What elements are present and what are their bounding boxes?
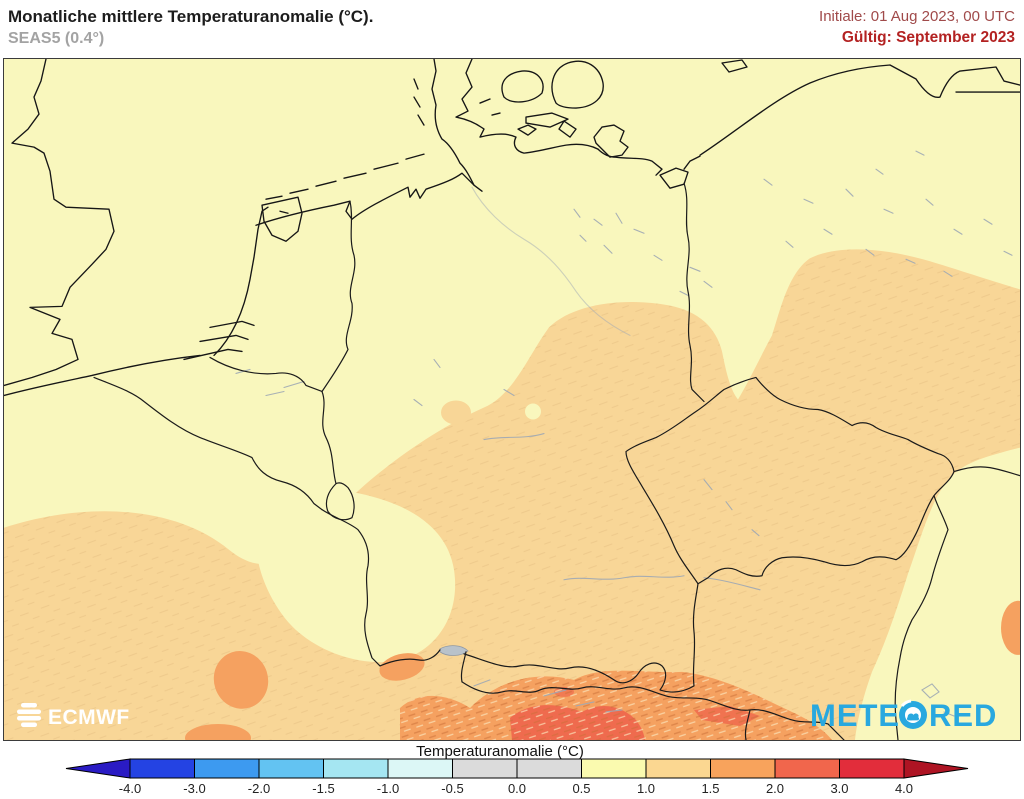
- ijsselmeer: [261, 196, 303, 242]
- island-bornholm: [721, 59, 748, 73]
- border-fr-de: [321, 509, 381, 667]
- colorbar-segment: [194, 758, 260, 779]
- valid-time-label: Gültig: September 2023: [841, 29, 1015, 46]
- coastlines: [4, 59, 1020, 397]
- stettin-lagoon: [659, 155, 701, 189]
- colorbar-segment: [323, 758, 389, 779]
- colorbar-segment: [774, 758, 840, 779]
- coast-jutland-east: [455, 59, 599, 154]
- coast-poland: [699, 64, 1020, 156]
- colorbar-tick-label: 1.5: [701, 781, 719, 796]
- page-title: Monatliche mittlere Temperaturanomalie (…: [8, 7, 374, 26]
- meteored-logo: METE RED: [810, 698, 997, 733]
- colorbar-segment: [387, 758, 453, 779]
- anomaly-blob-east-edge: [1001, 600, 1020, 655]
- map-canvas: ECMWF METE RED: [3, 58, 1021, 741]
- anomaly-blob-france: [213, 651, 269, 709]
- colorbar-tick-label: -0.5: [441, 781, 463, 796]
- border-alps: [461, 681, 829, 725]
- meteored-wordmark-right: RED: [929, 698, 997, 733]
- colorbar-segment: [129, 758, 195, 779]
- colorbar-segment: [516, 758, 582, 779]
- border-nl-de: [321, 200, 356, 393]
- ecmwf-logo: ECMWF: [17, 702, 130, 729]
- colorbar-svg: Temperaturanomalie (°C) -4.0 -3.0 -2.0 -1.5…: [65, 743, 969, 796]
- island-zealand: [551, 60, 604, 109]
- colorbar-tick-label: -4.0: [119, 781, 141, 796]
- meteored-wordmark-left: METE: [810, 698, 900, 733]
- colorbar-tick-label: -2.0: [248, 781, 270, 796]
- colorbar-left-arrow: [65, 758, 131, 779]
- colorbar-tick-label: 0.5: [572, 781, 590, 796]
- colorbar-right-arrow: [903, 758, 969, 779]
- border-czech: [625, 376, 955, 585]
- map-svg: ECMWF METE RED: [4, 59, 1020, 740]
- colorbar-tick-label: -1.0: [377, 781, 399, 796]
- pale-gap-blackforest: [255, 489, 456, 663]
- colorbar-segment: [452, 758, 518, 779]
- colorbar-tick-label: 3.0: [830, 781, 848, 796]
- colorbar-tick-label: -3.0: [183, 781, 205, 796]
- anomaly-blob-basel: [379, 653, 425, 681]
- ecmwf-wordmark: ECMWF: [48, 706, 130, 729]
- anomaly-dot: [441, 400, 471, 425]
- colorbar-area: Temperaturanomalie (°C) -4.0 -3.0 -2.0 -1.5…: [0, 741, 1024, 799]
- header-right: Initiale: 01 Aug 2023, 00 UTC Gültig: Se…: [819, 7, 1015, 48]
- anomaly-field: [4, 59, 1020, 740]
- colorbar-segment: [710, 758, 776, 779]
- ecmwf-icon: [17, 702, 41, 727]
- coast-baltic-de: [597, 148, 663, 176]
- rivers: [235, 150, 1013, 717]
- meteored-o-icon: [899, 699, 927, 729]
- border-de-pl: [683, 182, 705, 403]
- border-nl-be: [209, 356, 323, 393]
- border-pl-sk: [953, 466, 1020, 477]
- border-de-at: [463, 583, 699, 693]
- colorbar-segment: [839, 758, 905, 779]
- coast-german-bight: [255, 172, 483, 226]
- init-time-label: Initiale: 01 Aug 2023, 00 UTC: [819, 8, 1015, 25]
- colorbar-tick-label: 4.0: [895, 781, 913, 796]
- island-fyn: [501, 70, 544, 103]
- lake-constance: [439, 645, 469, 656]
- border-be-de: [321, 390, 337, 485]
- anomaly-blob-bottom: [185, 723, 251, 740]
- colorbar-tick-label: -1.5: [312, 781, 334, 796]
- coast-england: [4, 59, 115, 387]
- border-fr-be: [93, 376, 323, 511]
- colorbar-tick-label: 0.0: [508, 781, 526, 796]
- coast-ruegen: [593, 124, 629, 158]
- colorbar-tick-label: 2.0: [766, 781, 784, 796]
- border-luxembourg: [325, 482, 355, 521]
- header-left: Monatliche mittlere Temperaturanomalie (…: [8, 6, 373, 49]
- coast-france: [4, 354, 201, 397]
- border-at-sk-hu: [894, 495, 949, 740]
- colorbar-segment: [645, 758, 711, 779]
- header: Monatliche mittlere Temperaturanomalie (…: [0, 0, 1024, 58]
- colorbar-segment: [258, 758, 324, 779]
- colorbar-title: Temperaturanomalie (°C): [416, 743, 584, 760]
- colorbar-segment: [581, 758, 647, 779]
- colorbar-tick-label: 1.0: [637, 781, 655, 796]
- coast-netherlands: [213, 206, 269, 357]
- country-borders: [93, 182, 1020, 740]
- pale-hole: [525, 403, 541, 420]
- model-label: SEAS5 (0.4°): [8, 30, 105, 47]
